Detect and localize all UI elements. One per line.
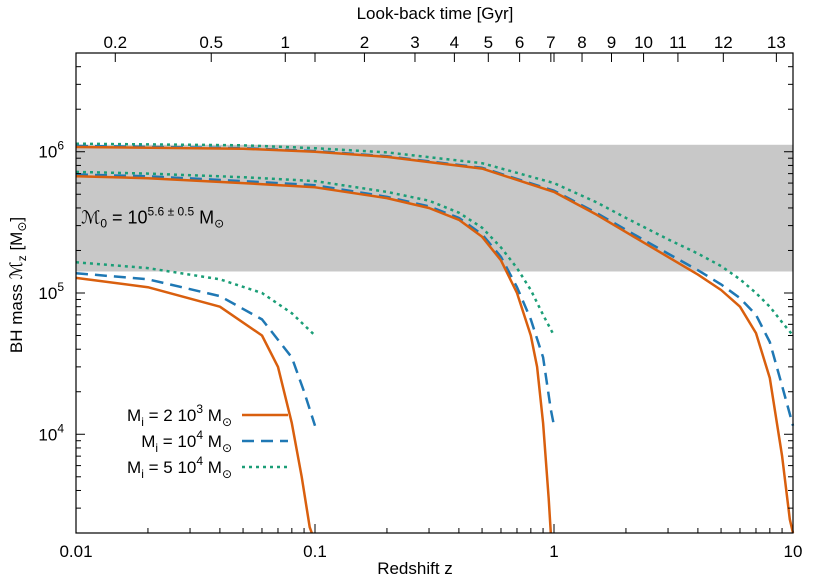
- top-tick-label: 8: [577, 33, 586, 52]
- y-title-unit-close: ]: [7, 217, 26, 222]
- axis-ticks: 0.01 0.1 1 100.2 0.5 1 2 3 4 5 6 7 8 9 10 11 12 131041051…: [38, 33, 802, 561]
- top-tick-label: 11: [669, 33, 687, 52]
- y-tick-exp: 5: [57, 280, 64, 294]
- legend-label-sub: i: [141, 415, 144, 429]
- top-tick-label: 5: [484, 33, 493, 52]
- series-curves: [75, 142, 795, 534]
- top-tick-label: 0.2: [103, 33, 127, 52]
- legend-label-sub: i: [155, 441, 158, 455]
- legend-label-unit: M: [203, 406, 222, 425]
- x-tick-label: 0.1: [303, 542, 327, 561]
- x-tick-label: 1: [549, 542, 558, 561]
- y-tick-label: 106: [38, 139, 64, 162]
- top-tick-label: 3: [410, 33, 419, 52]
- legend-label-2: Mi = 104 M⊙: [141, 428, 232, 455]
- legend-label-prefix: M: [141, 432, 155, 451]
- top-tick-label: 6: [515, 33, 524, 52]
- legend-label-sub: i: [141, 467, 144, 481]
- legend-label-mid: = 2 10: [144, 406, 196, 425]
- band-label-eq: = 10: [107, 208, 148, 228]
- band-label-unit: M: [194, 208, 214, 228]
- y-tick-exp: 4: [57, 421, 64, 435]
- y-tick-label: 104: [38, 421, 64, 444]
- series-1-curve-1: [75, 276, 313, 534]
- legend-label-sun: ⊙: [222, 415, 232, 429]
- series-3-curve-2: [75, 170, 556, 337]
- y-tick-base: 10: [38, 143, 57, 162]
- y-tick-base: 10: [38, 425, 57, 444]
- legend-label-prefix: M: [127, 406, 141, 425]
- y-title-sub: z: [15, 255, 29, 261]
- legend-label-sun: ⊙: [222, 467, 232, 481]
- legend-label-unit: M: [203, 432, 222, 451]
- top-tick-label: 12: [714, 33, 733, 52]
- y-tick-exp: 6: [57, 139, 64, 153]
- legend-label-unit: M: [203, 458, 222, 477]
- top-tick-label: 13: [767, 33, 786, 52]
- x-tick-label: 0.01: [59, 542, 92, 561]
- y-title-sun: ⊙: [15, 222, 29, 232]
- y-tick-base: 10: [38, 284, 57, 303]
- series-1-curve-2: [75, 175, 553, 534]
- band-label-sun: ⊙: [214, 217, 224, 231]
- top-axis-title: Look-back time [Gyr]: [357, 4, 514, 23]
- legend-label-mid: = 10: [158, 432, 196, 451]
- top-tick-label: 10: [634, 33, 653, 52]
- top-tick-label: 2: [360, 33, 369, 52]
- top-tick-label: 7: [546, 33, 555, 52]
- y-title-symbol: ℳ: [7, 261, 26, 279]
- x-tick-label: 10: [784, 542, 803, 561]
- top-tick-label: 1: [281, 33, 290, 52]
- legend: Mi = 2 103 M⊙Mi = 104 M⊙Mi = 5 104 M⊙: [127, 402, 288, 481]
- series-2-curve-2: [75, 173, 556, 426]
- y-title-prefix: BH mass: [7, 279, 26, 353]
- y-title-unit-open: [M: [7, 232, 26, 256]
- series-3-curve-3: [75, 142, 794, 337]
- legend-label-exp: 4: [196, 454, 203, 468]
- y-axis-title: BH mass ℳz [M⊙]: [7, 217, 29, 353]
- legend-label-mid: = 5 10: [144, 458, 196, 477]
- top-tick-label: 0.5: [199, 33, 223, 52]
- legend-label-exp: 4: [196, 428, 203, 442]
- band-label: ℳ0 = 105.6 ± 0.5 M⊙: [81, 205, 224, 231]
- band-label-sub: 0: [100, 217, 107, 231]
- series-1-curve-3: [75, 145, 795, 534]
- top-tick-label: 4: [450, 33, 459, 52]
- x-axis-title: Redshift z: [377, 559, 453, 578]
- legend-label-sun: ⊙: [222, 441, 232, 455]
- band-label-symbol: ℳ: [81, 208, 100, 228]
- legend-label-exp: 3: [196, 402, 203, 416]
- top-tick-label: 9: [607, 33, 616, 52]
- legend-label-1: Mi = 2 103 M⊙: [127, 402, 232, 429]
- band-label-exp: 5.6 ± 0.5: [148, 205, 195, 219]
- legend-label-prefix: M: [127, 458, 141, 477]
- series-2-curve-1: [75, 271, 317, 427]
- y-tick-label: 105: [38, 280, 64, 303]
- legend-label-3: Mi = 5 104 M⊙: [127, 454, 232, 481]
